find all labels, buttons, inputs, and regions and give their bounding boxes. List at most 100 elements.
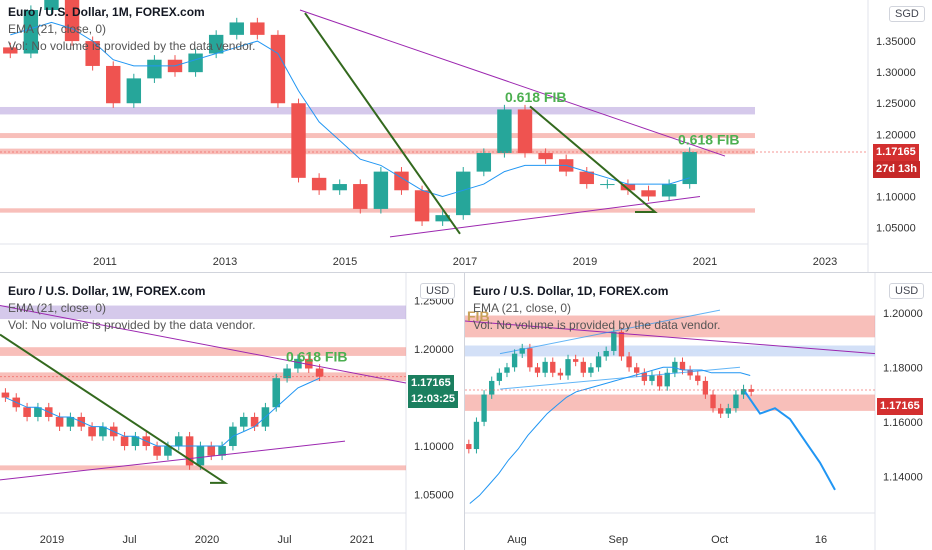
projection-path — [744, 391, 836, 491]
candle-body — [196, 446, 205, 466]
candle-body — [1, 392, 10, 398]
y-tick-label: 1.20000 — [414, 344, 454, 356]
candle-body — [618, 331, 625, 357]
candle-body — [64, 0, 80, 42]
price-tag: 1.17165 — [408, 375, 454, 392]
candle-body — [174, 436, 183, 447]
candle-body — [147, 59, 162, 79]
candle-body — [725, 408, 731, 414]
x-tick-label: Sep — [609, 534, 629, 546]
x-tick-label: 2021 — [693, 256, 717, 268]
y-tick-label: 1.16000 — [883, 417, 923, 429]
candle-body — [496, 372, 503, 381]
candle-body — [695, 375, 701, 381]
candle-body — [311, 177, 327, 191]
ema-line — [5, 377, 320, 447]
y-tick-label: 1.05000 — [414, 489, 454, 501]
candle-body — [641, 190, 656, 197]
candle-body — [394, 171, 409, 191]
fib-label: FIB — [467, 308, 490, 324]
y-tick-label: 1.25000 — [876, 98, 916, 110]
support-resistance-zone — [465, 315, 875, 338]
candle-body — [304, 358, 313, 369]
ascending-trendline — [389, 195, 701, 238]
support-resistance-zone — [0, 372, 406, 382]
candle-body — [353, 184, 368, 209]
candle-body — [55, 416, 64, 427]
x-tick-label: 2011 — [93, 256, 117, 268]
currency-button[interactable]: USD — [889, 283, 925, 299]
candle-body — [600, 184, 615, 186]
y-tick-label: 1.20000 — [883, 308, 923, 320]
channel-line — [499, 309, 721, 355]
candle-body — [672, 361, 678, 373]
candle-body — [131, 436, 140, 447]
candle-body — [315, 368, 324, 377]
candle-body — [538, 152, 553, 160]
monthly-chart-svg[interactable]: 1.350001.300001.250001.200001.150001.100… — [0, 0, 932, 272]
currency-button[interactable]: USD — [420, 283, 456, 299]
candle-body — [99, 426, 107, 437]
candle-body — [185, 436, 194, 466]
candle-body — [23, 10, 39, 54]
candle-body — [250, 416, 259, 427]
candle-body — [527, 348, 533, 368]
candle-body — [106, 65, 121, 104]
support-resistance-zone — [0, 305, 406, 320]
candle-body — [626, 356, 632, 368]
candle-body — [473, 421, 480, 450]
candle-body — [164, 446, 172, 456]
daily-chart-svg[interactable]: 1.20000 1.18000 1.16000 1.14000 Aug Sep Oct 16 F… — [465, 273, 932, 550]
candle-body — [272, 378, 281, 408]
price-tag: 1.17165 — [873, 144, 919, 161]
currency-button[interactable]: SGD — [889, 6, 925, 22]
x-tick-label: Jul — [122, 534, 136, 546]
candle-body — [88, 426, 96, 437]
descending-trendline — [465, 320, 876, 355]
bearish-arrow-line — [0, 333, 229, 484]
descending-trendline — [299, 9, 726, 157]
chart-pane-weekly[interactable]: 1.250001.200001.150001.100001.050002019J… — [0, 273, 464, 550]
y-tick-label: 1.05000 — [876, 223, 916, 235]
channel-line — [499, 366, 741, 390]
candle-body — [456, 171, 471, 216]
candle-body — [687, 370, 693, 376]
bearish-arrow-line — [304, 12, 461, 235]
pane-divider-horizontal[interactable] — [0, 272, 932, 273]
weekly-chart-svg[interactable]: 1.250001.200001.150001.100001.050002019J… — [0, 273, 464, 550]
candle-body — [476, 152, 492, 172]
candle-body — [634, 367, 640, 373]
candle-body — [702, 380, 709, 395]
descending-trendline — [0, 305, 407, 384]
pane-divider-vertical[interactable] — [464, 273, 465, 550]
candle-body — [291, 103, 306, 178]
candle-body — [557, 372, 564, 376]
x-tick-label: 2015 — [333, 256, 357, 268]
candle-body — [717, 408, 724, 414]
x-tick-label: Aug — [507, 534, 527, 546]
fib-label: 0.618 FIB — [286, 349, 347, 365]
candle-body — [373, 171, 389, 209]
y-tick-label: 1.10000 — [414, 441, 454, 453]
support-resistance-zone — [0, 148, 755, 155]
candle-body — [435, 215, 450, 222]
x-tick-label: 2017 — [453, 256, 477, 268]
ema-line — [10, 21, 690, 198]
candle-body — [580, 361, 586, 373]
candle-body — [239, 416, 248, 427]
x-tick-label: 2019 — [40, 534, 64, 546]
candle-body — [481, 394, 487, 422]
candle-body — [34, 407, 42, 417]
candle-body — [466, 444, 472, 450]
chart-pane-daily[interactable]: 1.20000 1.18000 1.16000 1.14000 Aug Sep Oct 16 F… — [465, 273, 932, 550]
candle-body — [489, 380, 495, 395]
candle-body — [542, 361, 548, 373]
chart-pane-monthly[interactable]: 1.350001.300001.250001.200001.150001.100… — [0, 0, 932, 272]
candle-body — [517, 109, 533, 153]
candle-body — [207, 446, 216, 456]
x-tick-label: 2023 — [813, 256, 837, 268]
candle-body — [550, 361, 556, 373]
candle-body — [710, 394, 716, 409]
candle-body — [603, 350, 609, 357]
candle-body — [641, 372, 648, 381]
